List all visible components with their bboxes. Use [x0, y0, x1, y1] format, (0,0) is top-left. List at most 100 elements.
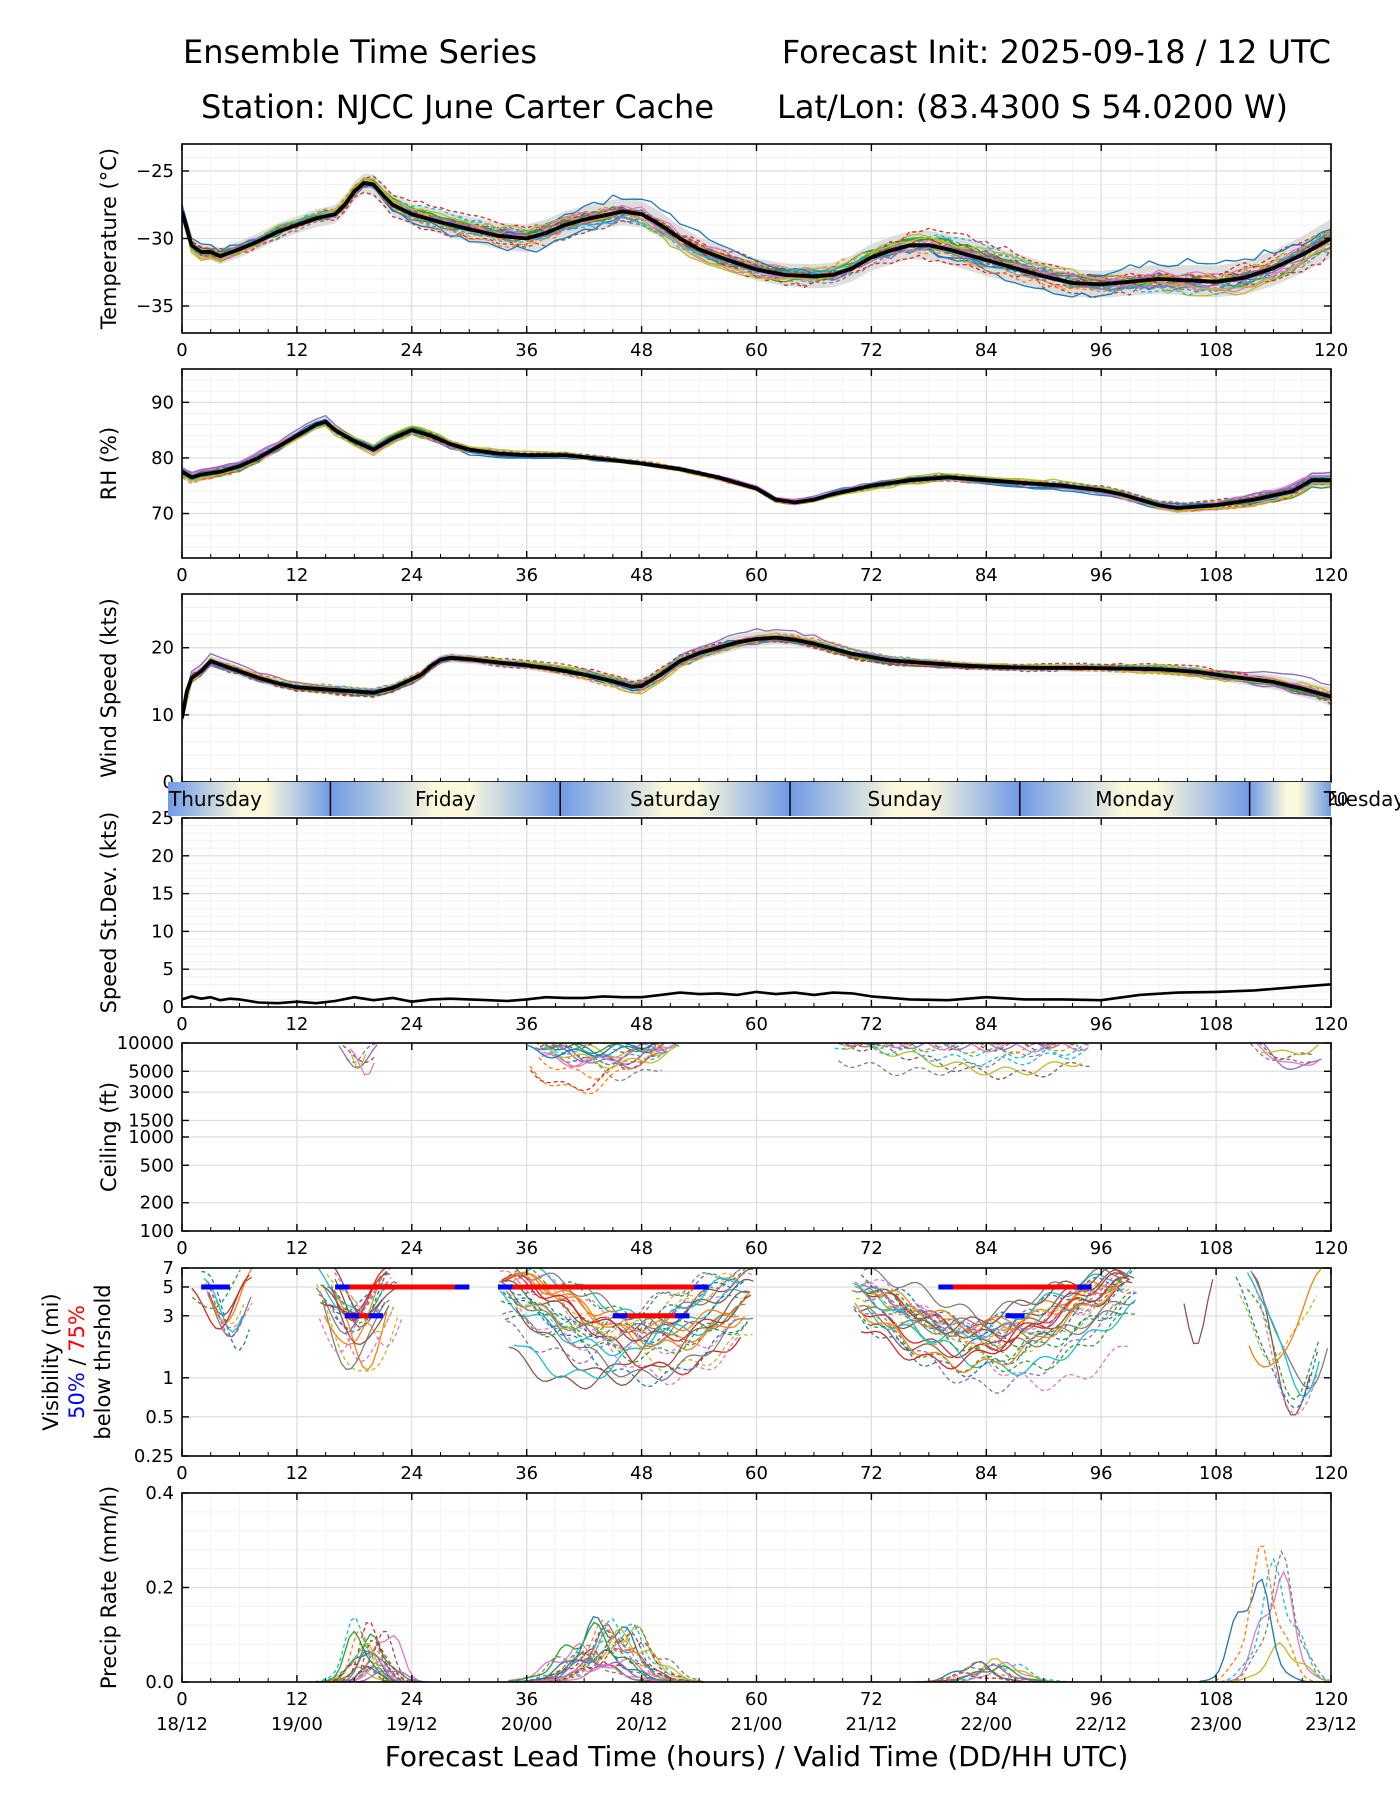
threshold-bars	[201, 1284, 1092, 1319]
ensemble-members	[306, 1545, 1331, 1682]
day-label: Sunday	[867, 787, 942, 811]
x-tick-label: 60	[745, 1238, 768, 1259]
panel-ceiling: 0 12 24 36 48 60 72 84 96 108 120 100 200 500 10001500…	[97, 1033, 1348, 1259]
member-line	[505, 1271, 751, 1333]
y-tick-label: 0.5	[145, 1407, 174, 1428]
member-line	[515, 1268, 736, 1337]
x-tick-label: 48	[630, 1014, 653, 1035]
panel-precip: 0 18/12 12 19/00 24 19/12 36 20/00 48 20/12 60 21/0…	[97, 1483, 1357, 1773]
x-tick-sublabel: 20/12	[616, 1714, 668, 1735]
member-line	[182, 175, 1331, 289]
member-line	[350, 1053, 367, 1068]
day-label: Friday	[415, 787, 476, 811]
plot-area	[182, 369, 1331, 558]
x-tick-label: 48	[630, 1238, 653, 1259]
x-tick-label: 36	[515, 1689, 538, 1710]
y-tick-label: 3000	[128, 1082, 174, 1103]
x-tick-label: 84	[975, 1689, 998, 1710]
plot-area	[182, 144, 1331, 333]
plot-area	[182, 818, 1331, 1007]
member-line	[537, 1043, 662, 1082]
member-line	[1246, 1288, 1320, 1401]
gridlines	[182, 818, 1331, 1007]
member-line	[867, 1285, 1132, 1345]
x-tick-sublabel: 23/12	[1305, 1714, 1357, 1735]
x-tick-label: 120	[1314, 340, 1348, 361]
x-tick-label: 12	[285, 1463, 308, 1484]
x-tick-label: 60	[745, 340, 768, 361]
member-line	[1214, 1549, 1330, 1682]
x-tick-label: 72	[860, 1238, 883, 1259]
x-tick-label: 48	[630, 565, 653, 586]
x-tick-label: 60	[745, 565, 768, 586]
member-line	[1249, 1276, 1318, 1415]
member-line	[323, 1276, 383, 1346]
x-tick-label: 0	[176, 340, 187, 361]
y-tick-label: 5	[163, 1277, 174, 1298]
panels: 0 12 24 36 48 60 72 84 96 108 120−35−30−25Temperat…	[39, 143, 1400, 1773]
member-line	[915, 1675, 1074, 1682]
member-line	[318, 1639, 410, 1682]
threshold-separator: /	[65, 1352, 89, 1372]
member-line	[306, 1648, 422, 1682]
x-tick-label: 36	[515, 340, 538, 361]
member-line	[502, 1284, 748, 1363]
member-line	[505, 1278, 742, 1341]
y-tick-label: 100	[140, 1221, 174, 1242]
day-label: Monday	[1095, 787, 1174, 811]
gridlines	[182, 1493, 1331, 1682]
x-tick-sublabel: 21/12	[845, 1714, 897, 1735]
member-line	[1258, 1043, 1313, 1060]
member-line	[841, 1043, 1082, 1076]
member-line	[1206, 1557, 1327, 1682]
chart-title-right: Forecast Init: 2025-09-18 / 12 UTC	[782, 33, 1331, 71]
gridlines	[182, 369, 1331, 558]
x-tick-label: 12	[285, 1014, 308, 1035]
x-tick-label: 0	[176, 1689, 187, 1710]
ensemble-mean-line	[182, 419, 1331, 510]
y-tick-label: 1000	[128, 1127, 174, 1148]
x-tick-label: 24	[400, 1463, 423, 1484]
x-tick-label: 36	[515, 1238, 538, 1259]
member-line	[204, 1282, 245, 1325]
x-tick-label: 96	[1090, 565, 1113, 586]
x-tick-label: 84	[975, 1238, 998, 1259]
y-tick-label: 20	[151, 638, 174, 659]
member-line	[508, 1276, 740, 1339]
member-line	[182, 422, 1331, 511]
member-line	[513, 1277, 744, 1380]
x-tick-label: 96	[1090, 1463, 1113, 1484]
member-line	[508, 1626, 700, 1682]
y-axis-label: Wind Speed (kts)	[97, 598, 121, 778]
x-tick-label: 96	[1090, 1238, 1113, 1259]
day-segment	[560, 782, 791, 816]
day-label: Thursday	[168, 787, 262, 811]
member-line	[321, 1300, 386, 1371]
member-line	[844, 1043, 1090, 1080]
member-line	[322, 1634, 428, 1682]
member-line	[919, 1663, 1078, 1682]
member-line	[1239, 1294, 1318, 1362]
member-line	[499, 1288, 749, 1357]
member-line	[925, 1668, 1069, 1682]
x-tick-label: 120	[1314, 1238, 1348, 1259]
member-line	[515, 1290, 751, 1386]
member-line	[838, 1043, 1083, 1077]
threshold-50-label: 50%	[65, 1372, 89, 1419]
x-tick-label: 84	[975, 565, 998, 586]
y-axis-label: Speed St.Dev. (kts)	[97, 812, 121, 1014]
member-line	[1248, 1268, 1322, 1368]
plot-area	[182, 1043, 1331, 1231]
member-line	[334, 1268, 383, 1317]
member-line	[853, 1043, 1063, 1051]
x-tick-label: 36	[515, 1014, 538, 1035]
ensemble-mean-line	[182, 983, 1331, 1005]
x-tick-label: 108	[1199, 1463, 1233, 1484]
x-tick-label: 48	[630, 1463, 653, 1484]
y-ticks: 0.25 0.5 1 3 57	[134, 1258, 1331, 1467]
ensemble-mean-line	[182, 635, 1331, 719]
